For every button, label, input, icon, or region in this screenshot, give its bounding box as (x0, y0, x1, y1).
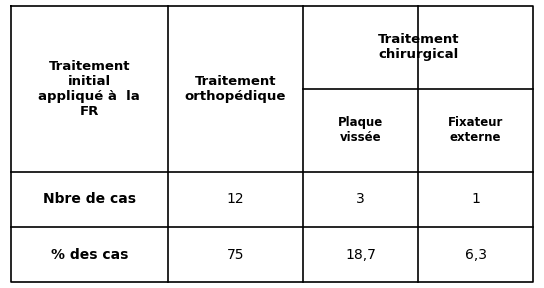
Text: 6,3: 6,3 (465, 248, 487, 262)
Text: % des cas: % des cas (51, 248, 128, 262)
Text: 75: 75 (227, 248, 244, 262)
Text: 12: 12 (227, 192, 244, 206)
Text: 18,7: 18,7 (345, 248, 376, 262)
Text: Fixateur
externe: Fixateur externe (448, 116, 503, 144)
Text: Nbre de cas: Nbre de cas (43, 192, 135, 206)
Text: Plaque
vissée: Plaque vissée (338, 116, 384, 144)
Text: 1: 1 (471, 192, 480, 206)
Text: Traitement
orthopédique: Traitement orthopédique (185, 75, 286, 103)
Text: Traitement
chirurgical: Traitement chirurgical (378, 33, 459, 61)
Text: 3: 3 (356, 192, 365, 206)
Text: Traitement
initial
appliqué à  la
FR: Traitement initial appliqué à la FR (38, 60, 140, 118)
